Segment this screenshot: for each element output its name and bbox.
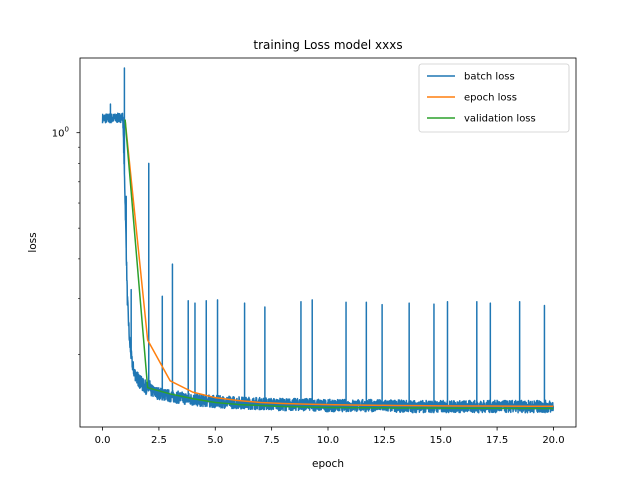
x-tick-label: 2.5	[151, 435, 167, 446]
series-line-validation-loss	[124, 119, 554, 410]
legend-entry: batch loss	[464, 72, 515, 83]
legend-entry: epoch loss	[464, 93, 517, 104]
series-line-batch-loss	[101, 67, 555, 414]
x-tick-label: 17.5	[486, 435, 508, 446]
x-tick-label: 0.0	[95, 435, 111, 446]
x-axis: 0.0 2.5 5.0 7.5 10.0 12.5 15.0 17.5 20.0	[95, 427, 565, 446]
x-tick-label: 5.0	[207, 435, 223, 446]
x-tick-label: 12.5	[373, 435, 395, 446]
x-tick-label: 7.5	[264, 435, 280, 446]
legend-box	[418, 63, 570, 133]
y-tick-label: 100	[52, 126, 69, 140]
legend-entry: validation loss	[464, 114, 536, 125]
legend: batch loss epoch loss validation loss	[418, 63, 570, 133]
x-axis-label: epoch	[312, 458, 344, 470]
x-tick-label: 20.0	[542, 435, 564, 446]
plot-area	[101, 67, 555, 414]
y-axis: 100	[52, 126, 80, 355]
x-tick-label: 15.0	[430, 435, 452, 446]
x-tick-label: 10.0	[317, 435, 339, 446]
chart-title: training Loss model xxxs	[253, 38, 402, 52]
y-axis-label: loss	[27, 232, 39, 252]
series-line-epoch-loss	[124, 119, 554, 407]
y-tick-exponent: 0	[65, 126, 69, 134]
